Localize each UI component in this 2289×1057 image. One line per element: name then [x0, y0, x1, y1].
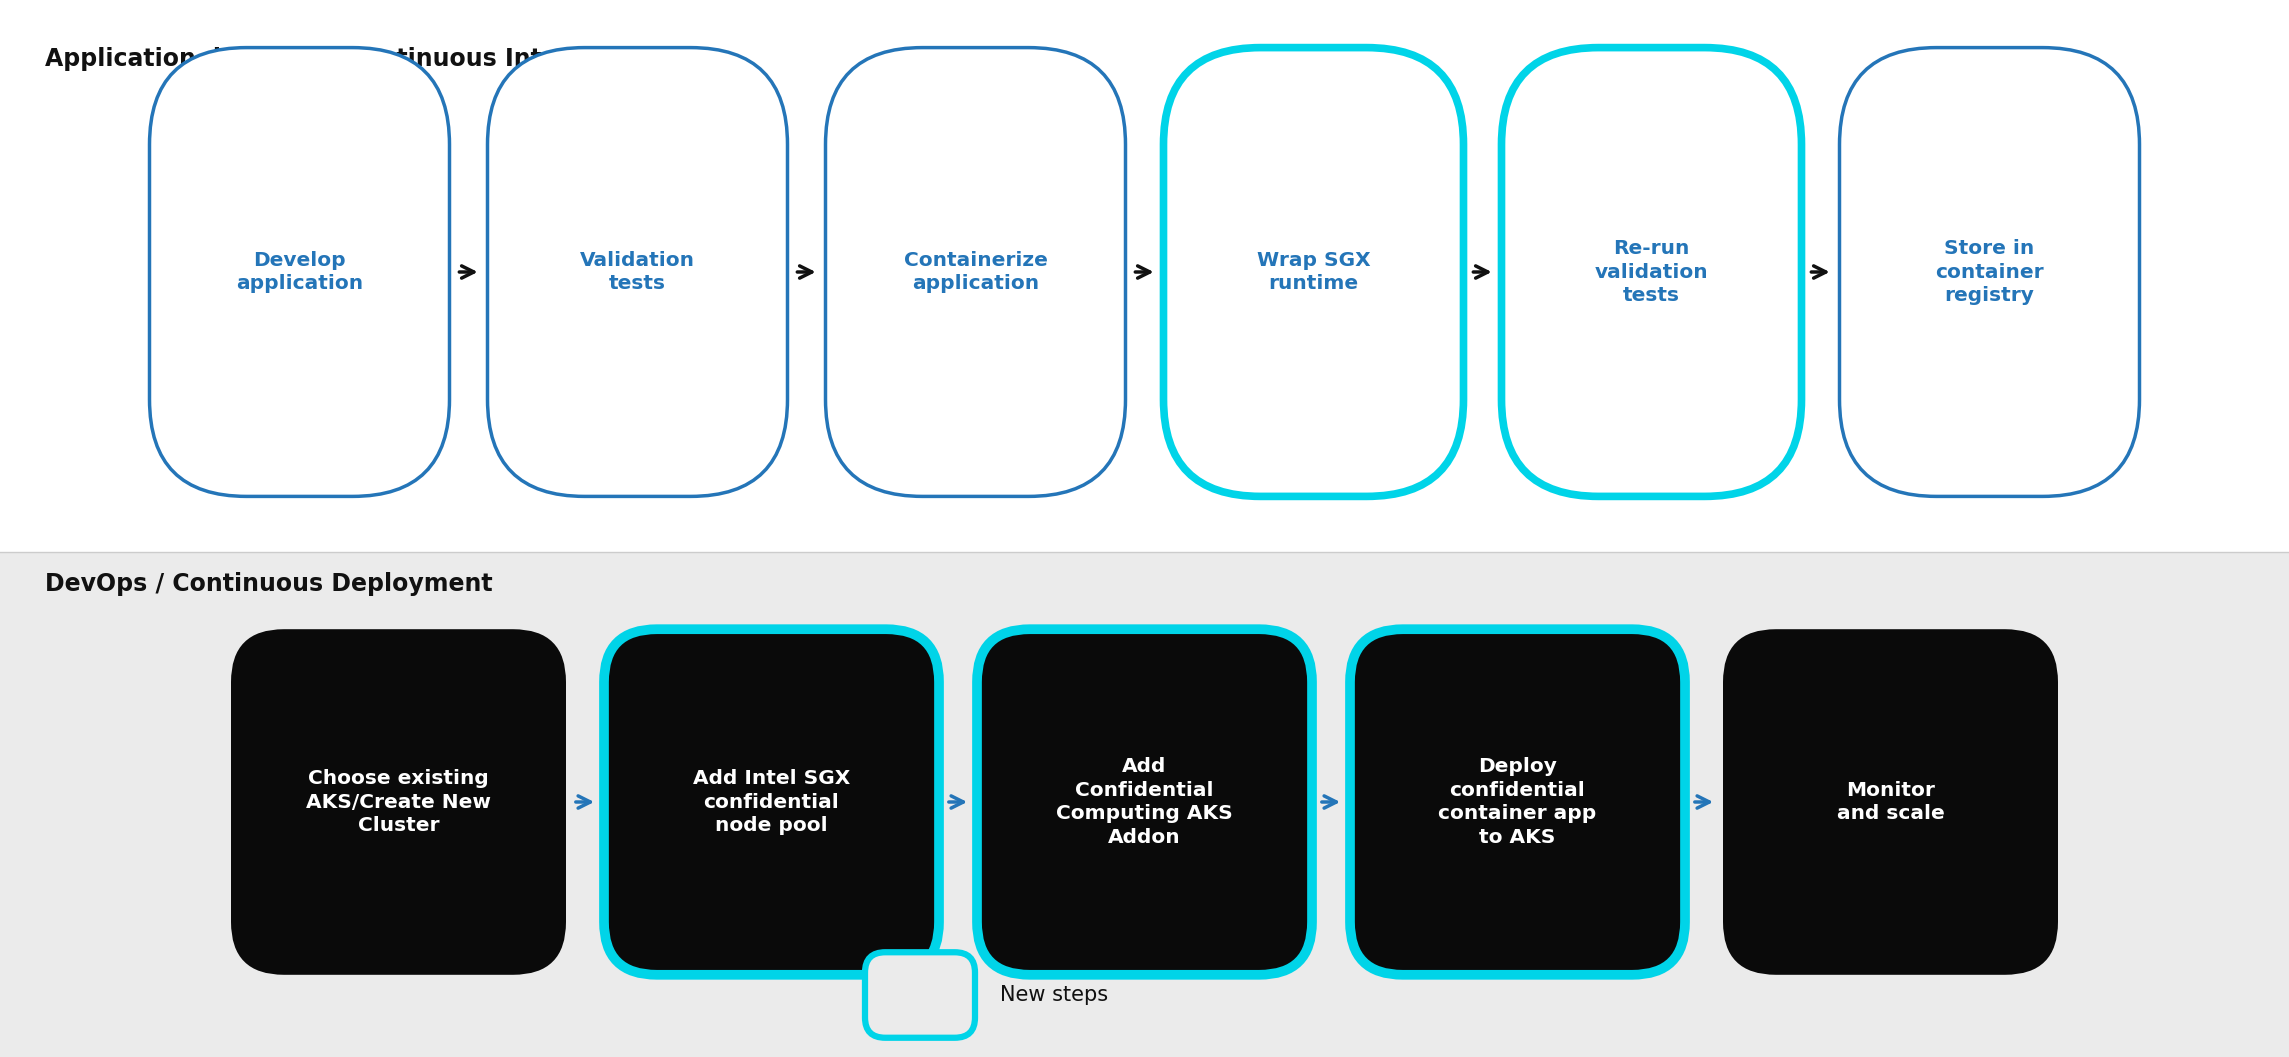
- FancyBboxPatch shape: [604, 629, 938, 975]
- FancyBboxPatch shape: [231, 629, 565, 975]
- FancyBboxPatch shape: [1840, 48, 2140, 497]
- FancyBboxPatch shape: [149, 48, 449, 497]
- Text: Monitor
and scale: Monitor and scale: [1836, 781, 1943, 823]
- Bar: [0, 552, 2289, 1057]
- Text: Deploy
confidential
container app
to AKS: Deploy confidential container app to AKS: [1437, 757, 1598, 847]
- FancyBboxPatch shape: [865, 952, 975, 1038]
- FancyBboxPatch shape: [1724, 629, 2058, 975]
- FancyBboxPatch shape: [1351, 629, 1685, 975]
- FancyBboxPatch shape: [1502, 48, 1801, 497]
- Text: Wrap SGX
runtime: Wrap SGX runtime: [1257, 251, 1371, 293]
- Text: Add
Confidential
Computing AKS
Addon: Add Confidential Computing AKS Addon: [1055, 757, 1234, 847]
- Text: DevOps / Continuous Deployment: DevOps / Continuous Deployment: [46, 572, 492, 596]
- Text: Store in
container
registry: Store in container registry: [1934, 239, 2044, 305]
- Text: Add Intel SGX
confidential
node pool: Add Intel SGX confidential node pool: [694, 769, 849, 835]
- Text: Containerize
application: Containerize application: [904, 251, 1048, 293]
- Bar: [0, 0, 2289, 552]
- FancyBboxPatch shape: [1163, 48, 1463, 497]
- Text: New steps: New steps: [1000, 985, 1108, 1005]
- Text: Application developer/Continuous Integration: Application developer/Continuous Integra…: [46, 47, 655, 71]
- Text: Develop
application: Develop application: [236, 251, 364, 293]
- Text: Validation
tests: Validation tests: [579, 251, 696, 293]
- FancyBboxPatch shape: [977, 629, 1312, 975]
- Text: Choose existing
AKS/Create New
Cluster: Choose existing AKS/Create New Cluster: [307, 769, 492, 835]
- FancyBboxPatch shape: [488, 48, 787, 497]
- Text: Re-run
validation
tests: Re-run validation tests: [1595, 239, 1708, 305]
- FancyBboxPatch shape: [826, 48, 1126, 497]
